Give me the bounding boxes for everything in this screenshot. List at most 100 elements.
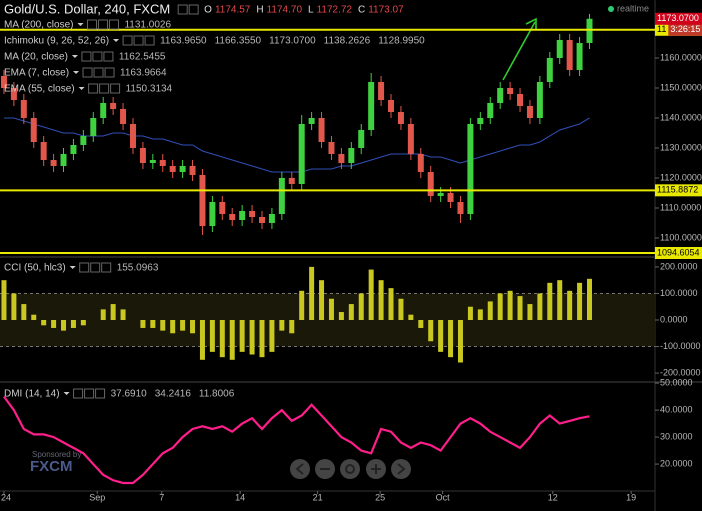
legend-button[interactable] bbox=[122, 35, 133, 46]
candle-body bbox=[60, 153, 67, 166]
trend-arrow bbox=[502, 21, 536, 81]
candle-body bbox=[149, 159, 156, 163]
cci-bar bbox=[1, 280, 7, 320]
candle-body bbox=[40, 141, 47, 160]
cci-bar bbox=[190, 320, 196, 334]
x-tick-label: Sep bbox=[89, 492, 105, 502]
legend-button[interactable] bbox=[110, 83, 121, 94]
price-tag-label: 1094.6054 bbox=[657, 247, 700, 257]
cci-bar bbox=[209, 320, 215, 352]
legend-button[interactable] bbox=[99, 83, 110, 94]
cci-bar bbox=[239, 320, 245, 352]
dropdown[interactable] bbox=[63, 392, 70, 395]
legend-button[interactable] bbox=[97, 19, 108, 30]
cci-bar bbox=[180, 320, 186, 331]
dropdown[interactable] bbox=[78, 87, 85, 90]
cci-bar bbox=[110, 304, 116, 320]
legend-button[interactable] bbox=[144, 35, 155, 46]
y-tick-label: 1100.0000 bbox=[660, 232, 702, 242]
price-tag-label: 11 bbox=[657, 24, 666, 34]
cci-bar bbox=[219, 320, 225, 358]
legend-button[interactable] bbox=[101, 262, 112, 273]
candle-body bbox=[239, 210, 246, 220]
y-tick-label: 0.0000 bbox=[660, 314, 688, 324]
y-tick-label: 40.0000 bbox=[660, 404, 693, 414]
y-tick-label: -200.0000 bbox=[660, 367, 701, 377]
legend-button[interactable] bbox=[104, 67, 115, 78]
zoom-button[interactable] bbox=[290, 459, 310, 479]
cci-bar bbox=[328, 298, 334, 320]
dmi-line bbox=[3, 395, 590, 485]
legend-button[interactable] bbox=[103, 51, 114, 62]
legend-button[interactable] bbox=[108, 19, 119, 30]
cci-bar bbox=[477, 309, 483, 320]
indicator-value: 37.6910 bbox=[111, 389, 148, 400]
legend-button[interactable] bbox=[88, 83, 99, 94]
cci-bar bbox=[150, 320, 156, 328]
x-tick-label: 12 bbox=[548, 492, 558, 502]
ohlc-label: C bbox=[358, 5, 365, 16]
legend-button[interactable] bbox=[90, 262, 101, 273]
cci-bar bbox=[418, 320, 424, 328]
ohlc-value: 1172.72 bbox=[317, 5, 353, 16]
indicator-value: 155.0963 bbox=[117, 263, 159, 274]
candle-body bbox=[189, 165, 196, 175]
dropdown[interactable] bbox=[113, 39, 120, 42]
sponsor-caption: Sponsored by bbox=[32, 450, 81, 459]
legend-button[interactable] bbox=[133, 35, 144, 46]
legend-button[interactable] bbox=[177, 4, 188, 15]
legend-button[interactable] bbox=[92, 51, 103, 62]
legend-button[interactable] bbox=[79, 262, 90, 273]
dropdown[interactable] bbox=[77, 23, 84, 26]
indicator-value: 34.2416 bbox=[155, 389, 192, 400]
candle-body bbox=[298, 123, 305, 184]
status: realtime bbox=[617, 3, 649, 13]
candle-body bbox=[457, 201, 464, 214]
indicator-name: EMA (55, close) bbox=[4, 84, 75, 95]
dropdown[interactable] bbox=[73, 71, 80, 74]
cci-bar bbox=[160, 320, 166, 331]
indicator-value: 1150.3134 bbox=[126, 84, 173, 95]
legend-button[interactable] bbox=[81, 51, 92, 62]
legend-button[interactable] bbox=[86, 19, 97, 30]
legend-button[interactable] bbox=[93, 67, 104, 78]
candle-body bbox=[219, 201, 226, 214]
price-tag-label: 1115.8872 bbox=[657, 185, 698, 195]
price-tag bbox=[655, 184, 702, 197]
candle-body bbox=[30, 117, 37, 142]
legend-button[interactable] bbox=[73, 388, 84, 399]
cci-bar bbox=[348, 304, 354, 320]
ohlc-label: L bbox=[308, 5, 314, 16]
cci-bar bbox=[140, 320, 146, 328]
last-price-tag bbox=[655, 12, 702, 25]
candle-body bbox=[427, 171, 434, 196]
legend-button[interactable] bbox=[82, 67, 93, 78]
legend-button[interactable] bbox=[95, 388, 106, 399]
x-tick-label: Oct bbox=[436, 492, 451, 502]
cci-bar bbox=[70, 320, 76, 328]
dropdown[interactable] bbox=[71, 55, 78, 58]
candle-body bbox=[348, 147, 355, 163]
x-tick-label: 14 bbox=[235, 492, 245, 502]
status-dot bbox=[608, 6, 614, 12]
x-tick-label: 21 bbox=[313, 492, 323, 502]
zoom-button[interactable] bbox=[391, 459, 411, 479]
countdown: 3:26:15 bbox=[670, 24, 700, 34]
y-tick-label: 30.0000 bbox=[660, 431, 693, 441]
cci-bar bbox=[428, 320, 434, 342]
y-tick-label: 50.0000 bbox=[660, 377, 693, 387]
y-tick-label: 1160.0000 bbox=[660, 52, 702, 62]
legend-button[interactable] bbox=[188, 4, 199, 15]
candle-body bbox=[268, 213, 275, 223]
candle-body bbox=[437, 192, 444, 196]
indicator-value: 1162.5455 bbox=[119, 52, 166, 63]
cci-bar bbox=[299, 290, 305, 320]
indicator-value: 1131.0026 bbox=[124, 20, 171, 31]
dropdown[interactable] bbox=[69, 266, 76, 269]
zoom-button[interactable] bbox=[340, 459, 360, 479]
y-tick-label: 1110.0000 bbox=[660, 202, 701, 212]
cci-bar bbox=[467, 306, 473, 320]
legend-button[interactable] bbox=[84, 388, 95, 399]
y-tick-label: 1140.0000 bbox=[660, 112, 702, 122]
cci-bar bbox=[309, 266, 315, 320]
